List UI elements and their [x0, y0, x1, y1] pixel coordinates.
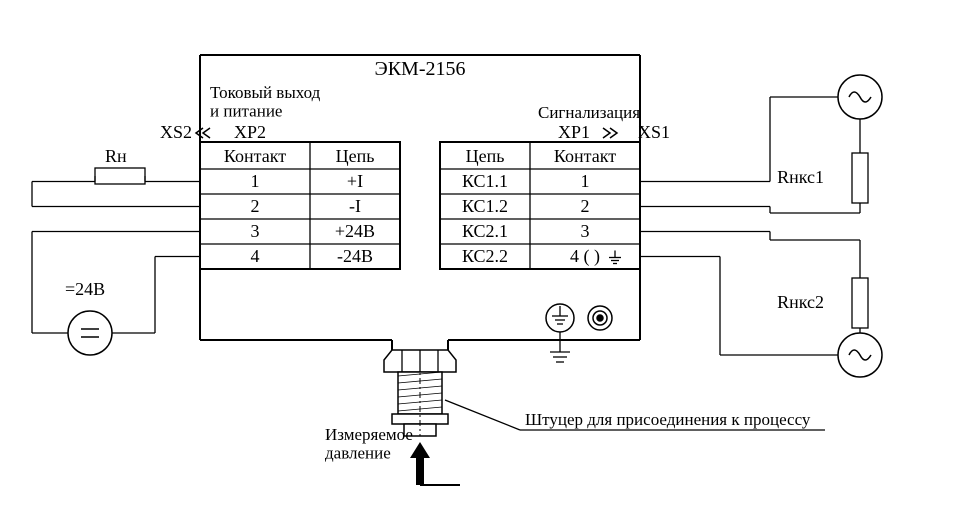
table-cell: +I	[347, 171, 363, 191]
table-cell: КС2.2	[462, 246, 508, 266]
rnkc1-label: Rнкс1	[777, 167, 824, 187]
table-header: Контакт	[554, 146, 616, 166]
table-header: Цепь	[336, 146, 375, 166]
output-power-label: Токовый выходи питание	[210, 83, 321, 121]
signaling-label: Сигнализация	[538, 103, 640, 122]
table-cell: -24В	[337, 246, 373, 266]
xs1-label: XS1	[638, 122, 670, 142]
table-cell: 3	[581, 221, 590, 241]
table-cell: 1	[251, 171, 260, 191]
table-cell: +24В	[335, 221, 375, 241]
table-cell: КС1.2	[462, 196, 508, 216]
device-title: ЭКМ-2156	[375, 58, 466, 80]
measured-pressure-label: Измеряемоедавление	[325, 425, 413, 463]
table-cell: КС2.1	[462, 221, 508, 241]
table-cell: КС1.1	[462, 171, 508, 191]
table-cell: 4	[251, 246, 260, 266]
v24-label: =24В	[65, 279, 105, 299]
xs2-label: XS2	[160, 122, 192, 142]
rn-label: Rн	[105, 146, 127, 166]
table-cell: 3	[251, 221, 260, 241]
rnkc2-label: Rнкс2	[777, 292, 824, 312]
table-cell: 4 ( )	[570, 246, 600, 267]
table-cell: 2	[251, 196, 260, 216]
table-header: Цепь	[466, 146, 505, 166]
table-cell: 1	[581, 171, 590, 191]
table-cell: -I	[349, 196, 361, 216]
xp2-label: XP2	[234, 122, 266, 142]
wiring-diagram: ЭКМ-2156 Токовый выходи питание Сигнализац…	[0, 0, 960, 517]
table-header: Контакт	[224, 146, 286, 166]
table-cell: 2	[581, 196, 590, 216]
fitting-label: Штуцер для присоединения к процессу	[525, 410, 811, 429]
xp1-label: XP1	[558, 122, 590, 142]
